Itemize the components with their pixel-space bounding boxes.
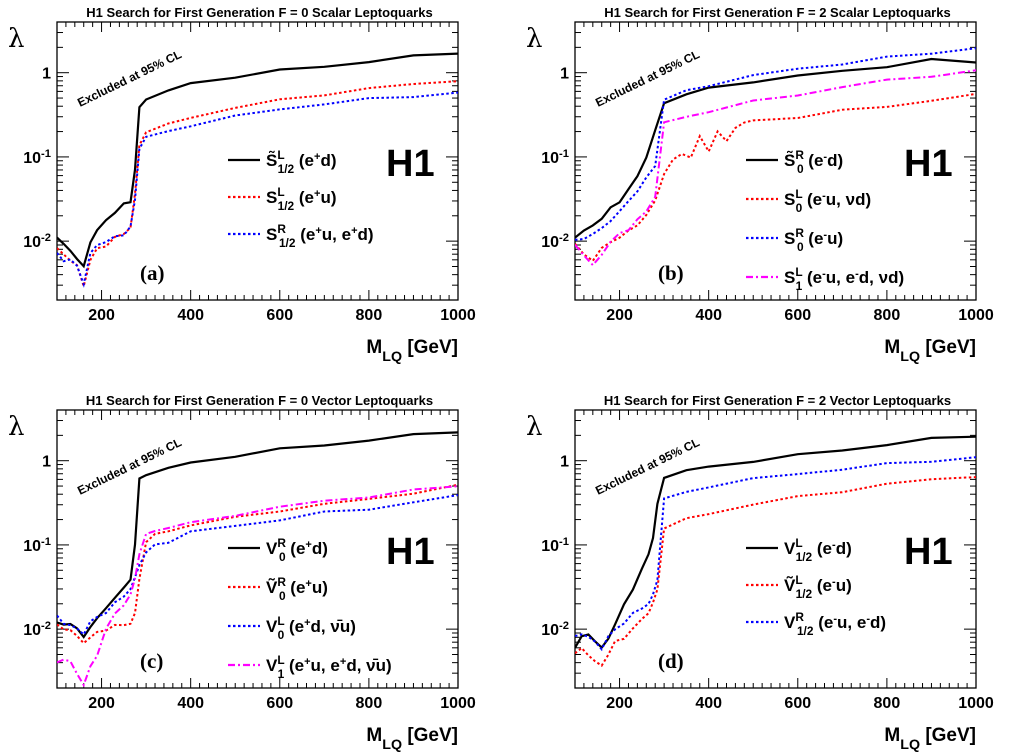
y-tick-label: 10-2 [23, 232, 51, 251]
legend-label: VL 1 (e+u, e+d, ν̄u) [266, 653, 392, 681]
x-tick-label: 1000 [440, 307, 476, 324]
y-axis-label: λ [526, 412, 542, 442]
legend-label: S̃R 0 (e-d) [784, 148, 843, 176]
x-tick-label: 600 [784, 307, 811, 324]
chart-title: H1 Search for First Generation F = 0 Sca… [86, 5, 432, 20]
experiment-label: H1 [386, 531, 435, 573]
series-line-3 [57, 91, 458, 288]
experiment-label: H1 [386, 143, 435, 185]
y-tick-label: 1 [42, 66, 51, 83]
y-tick-label: 10-1 [541, 536, 569, 555]
x-axis-label: MLQ [GeV] [884, 337, 976, 365]
x-tick-label: 400 [177, 307, 204, 324]
panel-tag: (b) [658, 261, 684, 285]
y-tick-label: 10-2 [23, 620, 51, 639]
x-tick-label: 1000 [440, 695, 476, 712]
chart-title: H1 Search for First Generation F = 0 Vec… [86, 393, 433, 408]
y-tick-label: 10-1 [541, 148, 569, 167]
legend-label: S̃L 1/2 (e+d) [266, 148, 337, 176]
y-tick-label: 10-2 [541, 232, 569, 251]
series-line-4 [57, 485, 458, 688]
y-axis-label: λ [8, 24, 24, 54]
excluded-annotation: Excluded at 95% CL [75, 435, 184, 498]
experiment-label: H1 [904, 531, 953, 573]
series-line-2 [57, 483, 458, 645]
legend-label: ṼL 1/2 (e-u) [784, 573, 852, 601]
legend-label: SR 0 (e-u) [784, 226, 843, 254]
legend-label: SL 0 (e-u, νd) [784, 187, 871, 215]
series-line-1 [57, 52, 458, 269]
x-axis-label: MLQ [GeV] [366, 337, 458, 365]
legend-label: VR 1/2 (e-u, e-d) [784, 610, 886, 638]
excluded-annotation: Excluded at 95% CL [593, 435, 702, 498]
x-axis-label: MLQ [GeV] [366, 725, 458, 753]
legend-label: VL 1/2 (e-d) [784, 536, 852, 564]
x-tick-label: 800 [874, 307, 901, 324]
x-tick-label: 800 [874, 695, 901, 712]
x-axis-label: MLQ [GeV] [884, 725, 976, 753]
panel-tag: (c) [140, 649, 163, 673]
x-tick-label: 400 [695, 695, 722, 712]
x-tick-label: 600 [266, 307, 293, 324]
excluded-annotation: Excluded at 95% CL [75, 47, 184, 110]
y-tick-label: 10-2 [541, 620, 569, 639]
y-tick-label: 1 [42, 454, 51, 471]
x-tick-label: 1000 [958, 307, 994, 324]
series-line-2 [575, 476, 976, 668]
x-tick-label: 200 [88, 695, 115, 712]
y-tick-label: 10-1 [23, 148, 51, 167]
chart-panel-a: H1 Search for First Generation F = 0 Sca… [8, 5, 476, 365]
series-line-1 [575, 57, 976, 239]
chart-panel-c: H1 Search for First Generation F = 0 Vec… [8, 393, 476, 753]
x-tick-label: 200 [88, 307, 115, 324]
x-tick-label: 600 [784, 695, 811, 712]
y-tick-label: 10-1 [23, 536, 51, 555]
legend-label: SL 1/2 (e+u) [266, 185, 337, 213]
chart-title: H1 Search for First Generation F = 2 Sca… [604, 5, 950, 20]
x-tick-label: 200 [606, 307, 633, 324]
y-tick-label: 1 [560, 454, 569, 471]
x-tick-label: 400 [177, 695, 204, 712]
series-line-4 [575, 69, 976, 267]
x-tick-label: 400 [695, 307, 722, 324]
excluded-annotation: Excluded at 95% CL [593, 47, 702, 110]
y-axis-label: λ [526, 24, 542, 54]
series-line-3 [57, 494, 458, 637]
x-tick-label: 1000 [958, 695, 994, 712]
chart-panel-b: H1 Search for First Generation F = 2 Sca… [526, 5, 994, 365]
x-tick-label: 200 [606, 695, 633, 712]
experiment-label: H1 [904, 143, 953, 185]
legend-label: SR 1/2 (e+u, e+d) [266, 222, 374, 250]
legend-label: VR 0 (e+d) [266, 536, 328, 564]
panel-tag: (d) [658, 649, 684, 673]
chart-title: H1 Search for First Generation F = 2 Vec… [604, 393, 951, 408]
panel-tag: (a) [140, 261, 165, 285]
legend-label: ṼR 0 (e+u) [266, 575, 328, 603]
x-tick-label: 800 [356, 307, 383, 324]
x-tick-label: 800 [356, 695, 383, 712]
y-axis-label: λ [8, 412, 24, 442]
series-line-3 [575, 456, 976, 652]
y-tick-label: 1 [560, 66, 569, 83]
chart-panel-d: H1 Search for First Generation F = 2 Vec… [526, 393, 994, 753]
x-tick-label: 600 [266, 695, 293, 712]
legend-label: SL 1 (e-u, e-d, νd) [784, 265, 904, 293]
series-line-3 [575, 47, 976, 241]
legend-label: VL 0 (e+d, ν̄u) [266, 614, 356, 642]
